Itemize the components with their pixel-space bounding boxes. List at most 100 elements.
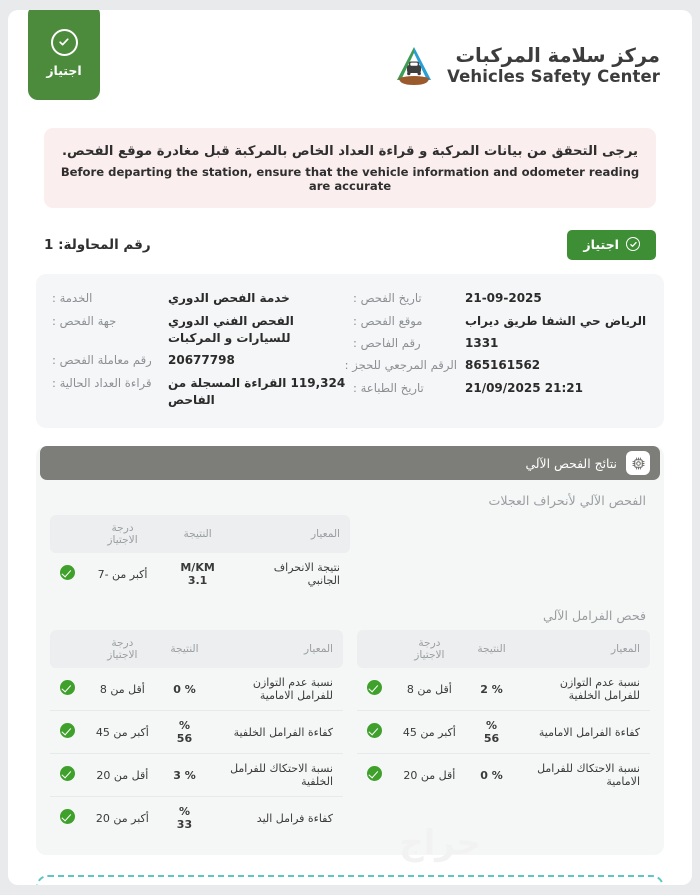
- brand-text: مركز سلامة المركبات Vehicles Safety Cent…: [447, 44, 660, 86]
- brakes-section-title: فحص الفرامل الآلي: [542, 608, 646, 624]
- pass-check-icon: [367, 766, 382, 782]
- inspection-info-card: 21-09-2025 تاريخ الفحص : الرياض حي الشفا…: [36, 273, 664, 429]
- column-result: النتيجة: [160, 515, 236, 554]
- column-status: [357, 630, 392, 669]
- report-sheet: مركز سلامة المركبات Vehicles Safety Cent…: [8, 10, 692, 885]
- cell-status: [357, 710, 392, 755]
- info-value: خدمة الفحص الدوري: [168, 291, 290, 306]
- cell-status: [50, 753, 85, 798]
- cell-status: [50, 553, 85, 595]
- notice-banner: يرجى التحقق من بيانات المركبة و قراءة ال…: [44, 128, 656, 208]
- pass-check-icon: [60, 809, 75, 825]
- info-key: قراءة العداد الحالية :: [52, 375, 152, 390]
- cell-result: % 56: [466, 710, 517, 755]
- cell-criterion: نتيجة الانحراف الجانبي: [273, 561, 340, 588]
- cell-criterion: نسبة عدم التوازن للفرامل الامامية: [209, 668, 343, 712]
- info-key: الرقم المرجعي للحجز :: [344, 358, 457, 373]
- info-row: 119,324 القراءة المسجلة من الفاحص قراءة …: [52, 372, 347, 412]
- table-row: نسبة عدم التوازن للفرامل الامامية % 0 أق…: [50, 668, 343, 712]
- brand-block: مركز سلامة المركبات Vehicles Safety Cent…: [391, 44, 660, 88]
- cell-criterion: نسبة الاحتكاك للفرامل الخلفية: [209, 753, 343, 798]
- info-value: 21:21 21/09/2025: [465, 380, 583, 395]
- table-row: كفاءة الفرامل الخلفية % 56 أكبر من 45: [50, 710, 343, 755]
- table-row: نسبة الاحتكاك للفرامل الخلفية % 3 أقل من…: [50, 753, 343, 798]
- info-row: 1331 رقم الفاحص :: [353, 333, 648, 355]
- cell-status: [50, 797, 85, 840]
- pass-check-icon: [367, 723, 382, 739]
- cell-criterion: كفاءة الفرامل الامامية: [516, 710, 650, 755]
- brand-name-english: Vehicles Safety Center: [447, 66, 660, 86]
- column-grade: درجة الاجتياز: [85, 515, 161, 554]
- column-grade: درجة الاجتياز: [392, 630, 467, 669]
- table-row: كفاءة فرامل اليد % 33 أكبر من 20: [50, 797, 343, 840]
- info-row: الرياض حي الشفا طريق ديراب موقع الفحص :: [353, 310, 648, 332]
- info-column-left: 21-09-2025 تاريخ الفحص : الرياض حي الشفا…: [344, 288, 648, 412]
- automatic-inspection-results: نتائج الفحص الآلي الفحص الآلي لأنحراف ال…: [36, 446, 664, 856]
- cell-grade: أقل من 8: [85, 668, 160, 712]
- notice-text-arabic: يرجى التحقق من بيانات المركبة و قراءة ال…: [61, 144, 639, 159]
- cell-criterion: نسبة عدم التوازن للفرامل الخلفية: [516, 668, 650, 712]
- table-row: نسبة الاحتكاك للفرامل الامامية % 0 أقل م…: [357, 754, 650, 797]
- odometer-readings-panel: قراءات عداد المركبة 2023 02 أغسطس 87,732…: [36, 875, 664, 885]
- column-criterion: المعيار: [209, 630, 343, 669]
- column-criterion: المعيار: [235, 515, 350, 554]
- cell-criterion: نسبة الاحتكاك للفرامل الامامية: [537, 762, 640, 789]
- watermark: حراج: [399, 823, 481, 863]
- brand-name-arabic: مركز سلامة المركبات: [455, 44, 660, 68]
- info-row: 21-09-2025 تاريخ الفحص :: [353, 288, 648, 310]
- info-key: تاريخ الفحص :: [353, 291, 422, 306]
- cell-status: [357, 754, 392, 797]
- table-row: كفاءة الفرامل الامامية % 56 أكبر من 45: [357, 710, 650, 755]
- info-row: الفحص الفني الدوري للسيارات و المركبات ج…: [52, 310, 347, 350]
- cell-result: % 3: [159, 753, 210, 798]
- status-badge-label: اجتياز: [46, 62, 82, 78]
- notice-text-english: Before departing the station, ensure tha…: [60, 164, 640, 193]
- info-key: موقع الفحص :: [353, 313, 423, 328]
- cell-result: % 2: [466, 668, 517, 712]
- pass-check-icon: [60, 723, 75, 739]
- attempt-pass-button[interactable]: اجتياز: [567, 229, 656, 260]
- info-column-right: خدمة الفحص الدوري الخدمة : الفحص الفني ا…: [52, 288, 347, 412]
- cell-grade: أقل من 8: [392, 668, 467, 712]
- cell-grade: أكبر من -7: [97, 567, 148, 581]
- results-header-title: نتائج الفحص الآلي: [525, 455, 617, 471]
- info-value: 1331: [465, 336, 499, 351]
- pass-check-icon: [60, 766, 75, 782]
- cell-status: [357, 668, 392, 712]
- alignment-section-title: الفحص الآلي لأنحراف العجلات: [488, 493, 646, 509]
- info-value: 20677798: [168, 353, 235, 368]
- cell-grade: أكبر من 20: [95, 811, 149, 825]
- cell-result: % 0: [480, 768, 503, 782]
- check-circle-icon: [626, 237, 640, 252]
- vehicle-safety-shield-icon: [391, 44, 437, 88]
- info-key: جهة الفحص :: [52, 313, 117, 328]
- table-header-row: المعيار النتيجة درجة الاجتياز: [50, 515, 350, 554]
- cell-result: % 56: [159, 710, 210, 755]
- cell-criterion: كفاءة الفرامل الخلفية: [209, 710, 343, 755]
- info-row: خدمة الفحص الدوري الخدمة :: [52, 288, 347, 310]
- status-badge: اجتياز: [28, 10, 100, 100]
- brakes-table-right: المعيار النتيجة درجة الاجتياز نسبة عدم ا…: [50, 630, 343, 839]
- cell-result: M/KM 3.1: [180, 561, 215, 588]
- pass-check-icon: [367, 680, 382, 696]
- cell-status: [50, 710, 85, 755]
- cell-result: % 0: [159, 668, 210, 712]
- alignment-table: المعيار النتيجة درجة الاجتياز نتيجة الان…: [50, 515, 350, 595]
- column-status: [50, 630, 85, 669]
- attempt-pass-label: اجتياز: [583, 236, 619, 252]
- cell-grade: أقل من 20: [85, 753, 160, 798]
- cell-grade: أقل من 20: [403, 768, 456, 782]
- chip-gear-icon: [626, 451, 650, 476]
- cell-grade: أكبر من 45: [392, 710, 467, 755]
- table-header-row: المعيار النتيجة درجة الاجتياز: [357, 630, 650, 669]
- results-header-bar: نتائج الفحص الآلي: [40, 446, 660, 481]
- column-result: النتيجة: [466, 630, 517, 669]
- info-value: الفحص الفني الدوري للسيارات و المركبات: [168, 313, 294, 346]
- table-header-row: المعيار النتيجة درجة الاجتياز: [50, 630, 343, 669]
- cell-criterion: كفاءة فرامل اليد: [256, 811, 333, 825]
- cell-result: % 33: [176, 805, 193, 832]
- column-criterion: المعيار: [516, 630, 650, 669]
- info-key: تاريخ الطباعة :: [353, 380, 424, 395]
- pass-check-icon: [60, 565, 75, 581]
